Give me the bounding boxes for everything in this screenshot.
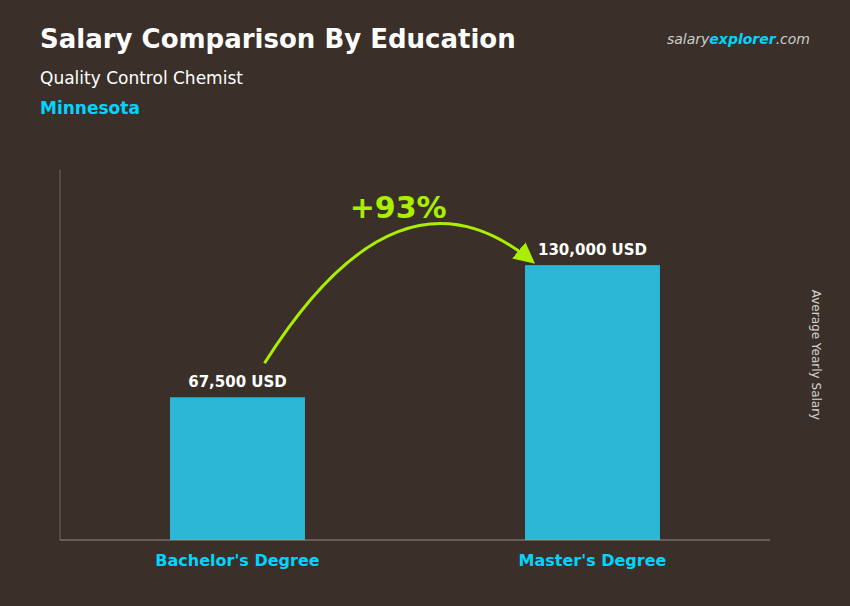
- bars: [170, 265, 660, 540]
- watermark-part: .com: [776, 31, 810, 47]
- data-label: 67,500 USD: [188, 373, 287, 391]
- subtitle: Quality Control Chemist: [40, 68, 243, 88]
- x-tick-label: Master's Degree: [519, 551, 667, 570]
- chart-container: Salary Comparison By Education Quality Co…: [0, 0, 850, 606]
- x-axis-line: [60, 540, 770, 541]
- x-tick-label: Bachelor's Degree: [155, 551, 319, 570]
- location: Minnesota: [40, 98, 140, 118]
- y-axis-label: Average Yearly Salary: [809, 290, 823, 420]
- watermark-part: salary: [667, 31, 710, 47]
- change-arrow: [264, 224, 531, 364]
- bar: [170, 397, 305, 540]
- bar: [525, 265, 660, 540]
- watermark: salaryexplorer.com: [667, 31, 810, 47]
- title: Salary Comparison By Education: [40, 24, 516, 54]
- data-label: 130,000 USD: [538, 241, 647, 259]
- chart: Salary Comparison By Education Quality Co…: [0, 0, 850, 606]
- background: [0, 0, 850, 606]
- change-label: +93%: [350, 190, 447, 225]
- watermark-part: explorer: [709, 31, 776, 47]
- y-axis-line: [60, 170, 61, 540]
